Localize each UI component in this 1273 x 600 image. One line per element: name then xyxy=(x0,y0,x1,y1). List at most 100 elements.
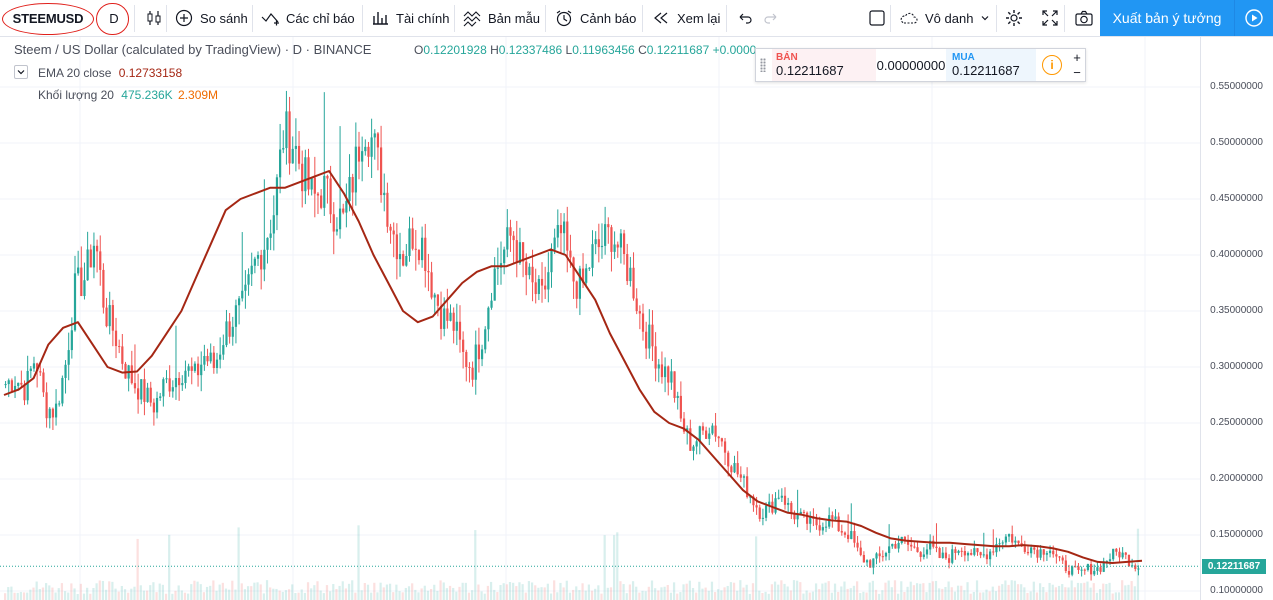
price-axis[interactable]: 0.55000000 0.50000000 0.45000000 0.40000000… xyxy=(1200,37,1273,600)
volume-bar xyxy=(742,587,745,600)
candle-body xyxy=(708,433,711,439)
fullscreen-toggle-button[interactable] xyxy=(861,2,893,34)
candle-body xyxy=(1137,568,1140,570)
volume-bar xyxy=(521,584,524,600)
candle-body xyxy=(465,351,468,368)
candle-body xyxy=(386,192,389,227)
volume-bar xyxy=(177,585,180,600)
candle-body xyxy=(799,511,802,515)
play-button[interactable] xyxy=(1234,0,1273,36)
candle-body xyxy=(1077,566,1080,570)
candle-body xyxy=(383,192,386,196)
chart-style-button[interactable] xyxy=(138,2,170,34)
volume-bar xyxy=(10,586,13,600)
candle-body xyxy=(730,466,733,473)
candle-body xyxy=(682,418,686,432)
symbol-search-button[interactable]: STEEMUSD xyxy=(12,10,84,26)
volume-bar xyxy=(455,591,458,600)
volume-legend[interactable]: Khối lượng 20 475.236K 2.309M xyxy=(38,88,218,102)
candle-body xyxy=(118,346,121,348)
volume-bar xyxy=(1054,587,1058,600)
candle-body xyxy=(667,366,670,383)
candle-body xyxy=(913,546,916,548)
candle-body xyxy=(629,267,632,282)
candle-body xyxy=(865,560,869,563)
volume-bar xyxy=(938,588,941,600)
replay-button[interactable]: Xem lại xyxy=(645,2,726,34)
alerts-button[interactable]: Cảnh báo xyxy=(548,2,642,34)
redo-button[interactable] xyxy=(755,2,787,34)
info-icon[interactable]: i xyxy=(1042,55,1062,75)
volume-bar xyxy=(136,538,139,600)
volume-bar xyxy=(1073,587,1076,600)
volume-bar xyxy=(998,585,1001,600)
volume-bar xyxy=(32,587,35,600)
divider xyxy=(726,5,727,32)
close-value: 0.12211687 xyxy=(646,43,710,57)
snapshot-button[interactable] xyxy=(1068,2,1100,34)
volume-bar xyxy=(644,591,647,600)
candle-body xyxy=(960,550,963,552)
volume-bar xyxy=(7,587,10,600)
candle-body xyxy=(171,387,174,392)
candle-body xyxy=(86,249,89,281)
ema-legend[interactable]: EMA 20 close 0.12733158 xyxy=(38,66,182,80)
settings-button[interactable] xyxy=(998,2,1030,34)
candle-body xyxy=(821,527,824,531)
volume-bar xyxy=(221,582,224,600)
candle-body xyxy=(787,502,790,505)
candle-body xyxy=(73,273,77,331)
candle-body xyxy=(137,388,140,400)
volume-bar xyxy=(439,580,442,600)
candle-body xyxy=(228,321,231,337)
undo-button[interactable] xyxy=(729,2,761,34)
candle-body xyxy=(1099,567,1102,572)
candle-body xyxy=(20,382,23,385)
candle-body xyxy=(995,544,998,553)
candle-body xyxy=(720,438,723,442)
volume-bar xyxy=(357,525,360,600)
candle-body xyxy=(54,403,58,418)
volume-bar xyxy=(1105,583,1108,600)
candle-body xyxy=(424,237,427,271)
drag-handle-icon[interactable] xyxy=(760,58,766,72)
volume-bar xyxy=(420,588,423,600)
candle-body xyxy=(133,383,137,389)
increase-button[interactable]: + xyxy=(1073,50,1081,65)
last-price-label: 0.12211687 xyxy=(1202,559,1266,575)
candle-body xyxy=(537,278,540,295)
volume-bar xyxy=(183,592,187,600)
volume-bar xyxy=(95,583,98,600)
high-key: H xyxy=(490,43,499,57)
candle-body xyxy=(222,345,225,355)
volume-bar xyxy=(1080,583,1083,600)
financials-button[interactable]: Tài chính xyxy=(364,2,455,34)
volume-bar xyxy=(878,593,881,600)
publish-idea-button[interactable]: Xuất bản ý tưởng xyxy=(1100,0,1234,36)
candle-body xyxy=(162,379,165,397)
volume-bar xyxy=(388,583,392,600)
indicators-button[interactable]: Các chỉ báo xyxy=(254,2,361,34)
interval-button[interactable]: D xyxy=(109,10,119,26)
price-tick-label: 0.10000000 xyxy=(1210,585,1263,596)
candle-body xyxy=(654,346,657,369)
candle-body xyxy=(692,446,695,451)
templates-button[interactable]: Bản mẫu xyxy=(456,2,546,34)
price-tick-label: 0.40000000 xyxy=(1210,249,1263,260)
ema-line xyxy=(3,170,1143,564)
candle-body xyxy=(212,352,215,369)
price-chart[interactable] xyxy=(0,37,1200,600)
buy-button[interactable]: MUA 0.12211687 xyxy=(946,49,1036,81)
fullscreen-button[interactable] xyxy=(1034,2,1066,34)
candle-body xyxy=(269,233,272,238)
volume-bar xyxy=(1007,584,1010,600)
volume-bar xyxy=(792,580,796,600)
volume-bar xyxy=(897,593,900,600)
layout-button[interactable]: Vô danh xyxy=(893,2,997,34)
decrease-button[interactable]: − xyxy=(1073,65,1081,80)
compare-button[interactable]: So sánh xyxy=(168,2,254,34)
volume-bar xyxy=(354,592,357,600)
legend-collapse-button[interactable] xyxy=(14,65,28,79)
candle-body xyxy=(231,326,234,337)
sell-button[interactable]: BÁN 0.12211687 xyxy=(772,49,876,81)
